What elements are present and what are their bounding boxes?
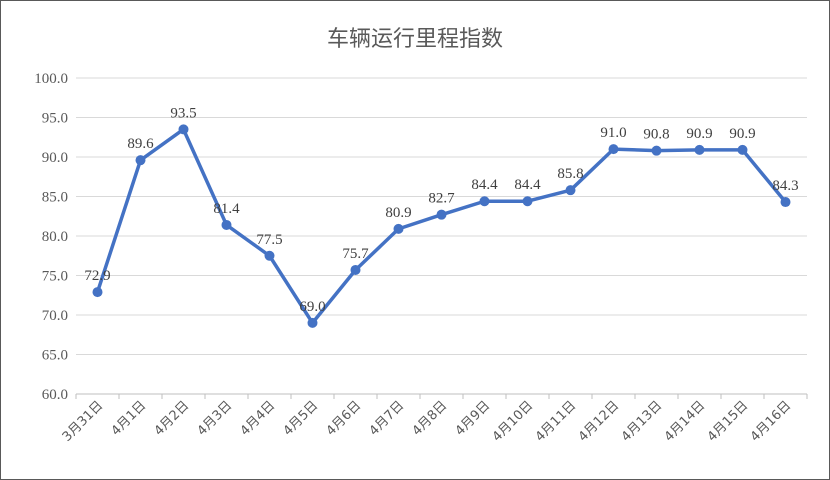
data-point: [350, 264, 361, 275]
data-label: 72.9: [84, 268, 110, 284]
y-tick-label: 70.0: [42, 308, 68, 324]
y-tick-label: 85.0: [42, 190, 68, 206]
data-label: 84.4: [514, 177, 541, 193]
data-label: 90.8: [643, 127, 669, 143]
x-tick-label: 4月1日: [109, 398, 150, 439]
x-tick-label: 4月15日: [705, 398, 752, 445]
y-tick-label: 100.0: [34, 71, 68, 87]
data-point: [135, 155, 146, 166]
data-point: [264, 250, 275, 261]
data-point: [651, 145, 662, 156]
data-point: [608, 144, 619, 155]
data-labels: 72.9 89.6 93.5 81.4 77.5 69.0 75.7 80.9 82.7 84.4…: [84, 105, 798, 315]
data-label: 82.7: [428, 191, 455, 207]
data-point: [522, 196, 533, 207]
y-tick-label: 80.0: [42, 229, 68, 245]
data-label: 93.5: [170, 105, 196, 121]
data-label: 84.4: [471, 177, 498, 193]
data-label: 81.4: [213, 201, 240, 217]
series-line-group: [95, 127, 788, 325]
x-tick-label: 4月7日: [367, 398, 408, 439]
data-label: 80.9: [385, 205, 411, 221]
data-point: [307, 317, 318, 328]
data-label: 90.9: [686, 126, 712, 142]
data-label: 91.0: [600, 125, 626, 141]
y-tick-label: 65.0: [42, 348, 68, 364]
x-tick-label: 4月16日: [748, 398, 795, 445]
y-tick-label: 90.0: [42, 150, 68, 166]
data-label: 90.9: [729, 126, 755, 142]
y-tick-label: 75.0: [42, 269, 68, 285]
data-point: [221, 219, 232, 230]
x-tick-label: 4月12日: [576, 398, 623, 445]
x-tick-label: 4月14日: [662, 398, 709, 445]
data-point: [436, 209, 447, 220]
x-tick-label: 4月3日: [195, 398, 236, 439]
x-tick-label: 4月11日: [533, 398, 580, 445]
x-tick-label: 4月10日: [490, 398, 537, 445]
x-tick-label: 4月9日: [453, 398, 494, 439]
x-tick-label: 4月8日: [410, 398, 451, 439]
y-tick-label: 60.0: [42, 387, 68, 403]
data-point: [780, 197, 791, 208]
x-tick-label: 4月13日: [619, 398, 666, 445]
chart-title: 车辆运行里程指数: [327, 27, 503, 52]
y-axis-ticks: 60.0 65.0 70.0 75.0 80.0 85.0 90.0 95.0 100.0: [34, 71, 68, 403]
data-point: [479, 196, 490, 207]
x-tick-label: 4月6日: [324, 398, 365, 439]
data-label: 89.6: [127, 136, 154, 152]
x-tick-label: 4月4日: [238, 398, 279, 439]
series-line: [95, 127, 788, 325]
x-tick-label: 4月2日: [152, 398, 193, 439]
data-point: [178, 124, 189, 135]
data-point: [92, 287, 103, 298]
x-axis-ticks: 3月31日 4月1日 4月2日 4月3日 4月4日 4月5日 4月6日 4月7日 4月8日 4月9…: [60, 394, 808, 445]
data-point: [694, 144, 705, 155]
x-tick-label: 4月5日: [281, 398, 322, 439]
data-label: 75.7: [342, 246, 369, 262]
data-points: [92, 124, 791, 328]
y-tick-label: 95.0: [42, 111, 68, 127]
data-label: 85.8: [557, 166, 583, 182]
data-point: [737, 144, 748, 155]
data-point: [565, 185, 576, 196]
x-tick-label: 3月31日: [60, 398, 107, 445]
data-label: 69.0: [299, 299, 325, 315]
data-label: 77.5: [256, 232, 282, 248]
data-point: [393, 223, 404, 234]
data-label: 84.3: [772, 178, 798, 194]
